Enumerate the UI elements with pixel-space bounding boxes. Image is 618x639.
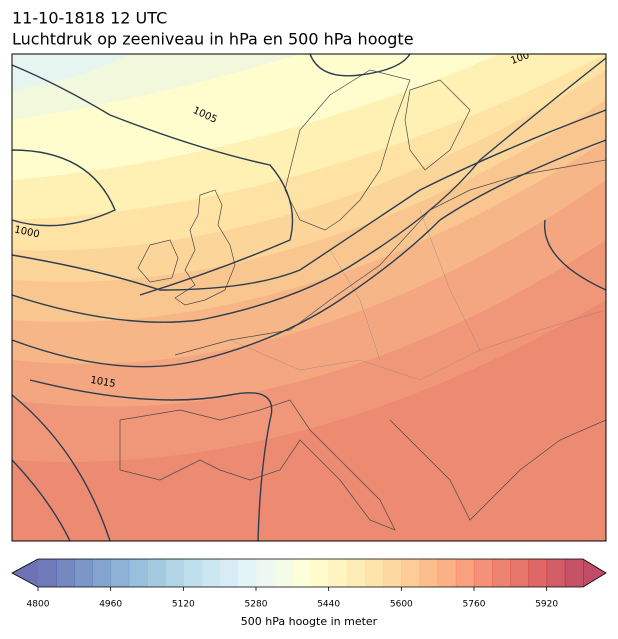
isobar bbox=[12, 109, 606, 291]
colorbar-block bbox=[128, 559, 148, 587]
field-band bbox=[12, 54, 130, 90]
colorbar-outline bbox=[11, 558, 607, 588]
colorbar-block bbox=[183, 559, 202, 587]
colorbar-block bbox=[292, 559, 311, 587]
colorbar-block bbox=[56, 559, 75, 587]
isobar bbox=[543, 219, 606, 291]
map-date: 11-10-1818 12 UTC bbox=[12, 9, 167, 28]
colorbar-tick-label: 4800 bbox=[27, 600, 50, 610]
colorbar-block bbox=[274, 559, 293, 587]
contour-label: 1015 bbox=[89, 375, 116, 390]
colorbar-block bbox=[38, 559, 57, 587]
coastline bbox=[404, 79, 471, 171]
coastline bbox=[174, 159, 606, 356]
colorbar-block bbox=[74, 559, 93, 587]
map-title: Luchtdruk op zeeniveau in hPa en 500 hPa… bbox=[12, 30, 414, 49]
isobar bbox=[12, 57, 606, 323]
colorbar-extend bbox=[12, 559, 38, 587]
contour-label: 1000 bbox=[13, 224, 40, 240]
colorbar-block bbox=[492, 559, 511, 587]
colorbar-block bbox=[437, 559, 457, 587]
colorbar-label: 500 hPa hoogte in meter bbox=[241, 615, 378, 628]
border bbox=[229, 209, 606, 381]
isobar bbox=[12, 459, 71, 541]
colorbar-block bbox=[256, 559, 275, 587]
colorbar-block bbox=[237, 559, 257, 587]
colorbar-tick-label: 5280 bbox=[245, 600, 268, 610]
colorbar-block bbox=[564, 559, 584, 587]
colorbar-extend bbox=[583, 559, 606, 587]
colorbar-block bbox=[528, 559, 548, 587]
colorbar-tick-label: 4960 bbox=[99, 600, 122, 610]
colorbar-block bbox=[346, 559, 366, 587]
colorbar-block bbox=[328, 559, 348, 587]
isobar bbox=[29, 379, 273, 541]
colorbar-tick-label: 5760 bbox=[463, 600, 486, 610]
colorbar-tick-label: 5440 bbox=[317, 600, 340, 610]
colorbar-block bbox=[546, 559, 566, 587]
map: 1005 1000 1015 100 bbox=[12, 54, 606, 541]
colorbar-tick-label: 5920 bbox=[535, 600, 558, 610]
colorbar-block bbox=[455, 559, 475, 587]
colorbar-tick-label: 5120 bbox=[172, 600, 195, 610]
isobar bbox=[309, 54, 411, 77]
coastline bbox=[174, 189, 236, 306]
colorbar-block bbox=[147, 559, 166, 587]
colorbar-block bbox=[401, 559, 420, 587]
colorbar-block bbox=[201, 559, 221, 587]
isobar bbox=[12, 64, 294, 296]
isobar bbox=[12, 139, 606, 368]
colorbar-block bbox=[365, 559, 384, 587]
coastline bbox=[284, 69, 411, 231]
coastline bbox=[389, 419, 606, 521]
coastline bbox=[119, 399, 396, 531]
colorbar-block bbox=[510, 559, 529, 587]
colorbar-block bbox=[92, 559, 112, 587]
colorbar-block bbox=[219, 559, 239, 587]
isobar bbox=[12, 149, 116, 227]
colorbar: 4800 4960 5120 5280 5440 5600 5760 5920 500 hPa … bbox=[11, 558, 607, 628]
colorbar-block bbox=[383, 559, 402, 587]
coastline bbox=[137, 239, 179, 283]
colorbar-block bbox=[165, 559, 184, 587]
colorbar-tick-label: 5600 bbox=[390, 600, 413, 610]
colorbar-block bbox=[310, 559, 330, 587]
map-frame bbox=[11, 53, 607, 542]
colorbar-block bbox=[474, 559, 493, 587]
colorbar-block bbox=[110, 559, 130, 587]
isobar bbox=[12, 394, 111, 541]
colorbar-block bbox=[419, 559, 439, 587]
